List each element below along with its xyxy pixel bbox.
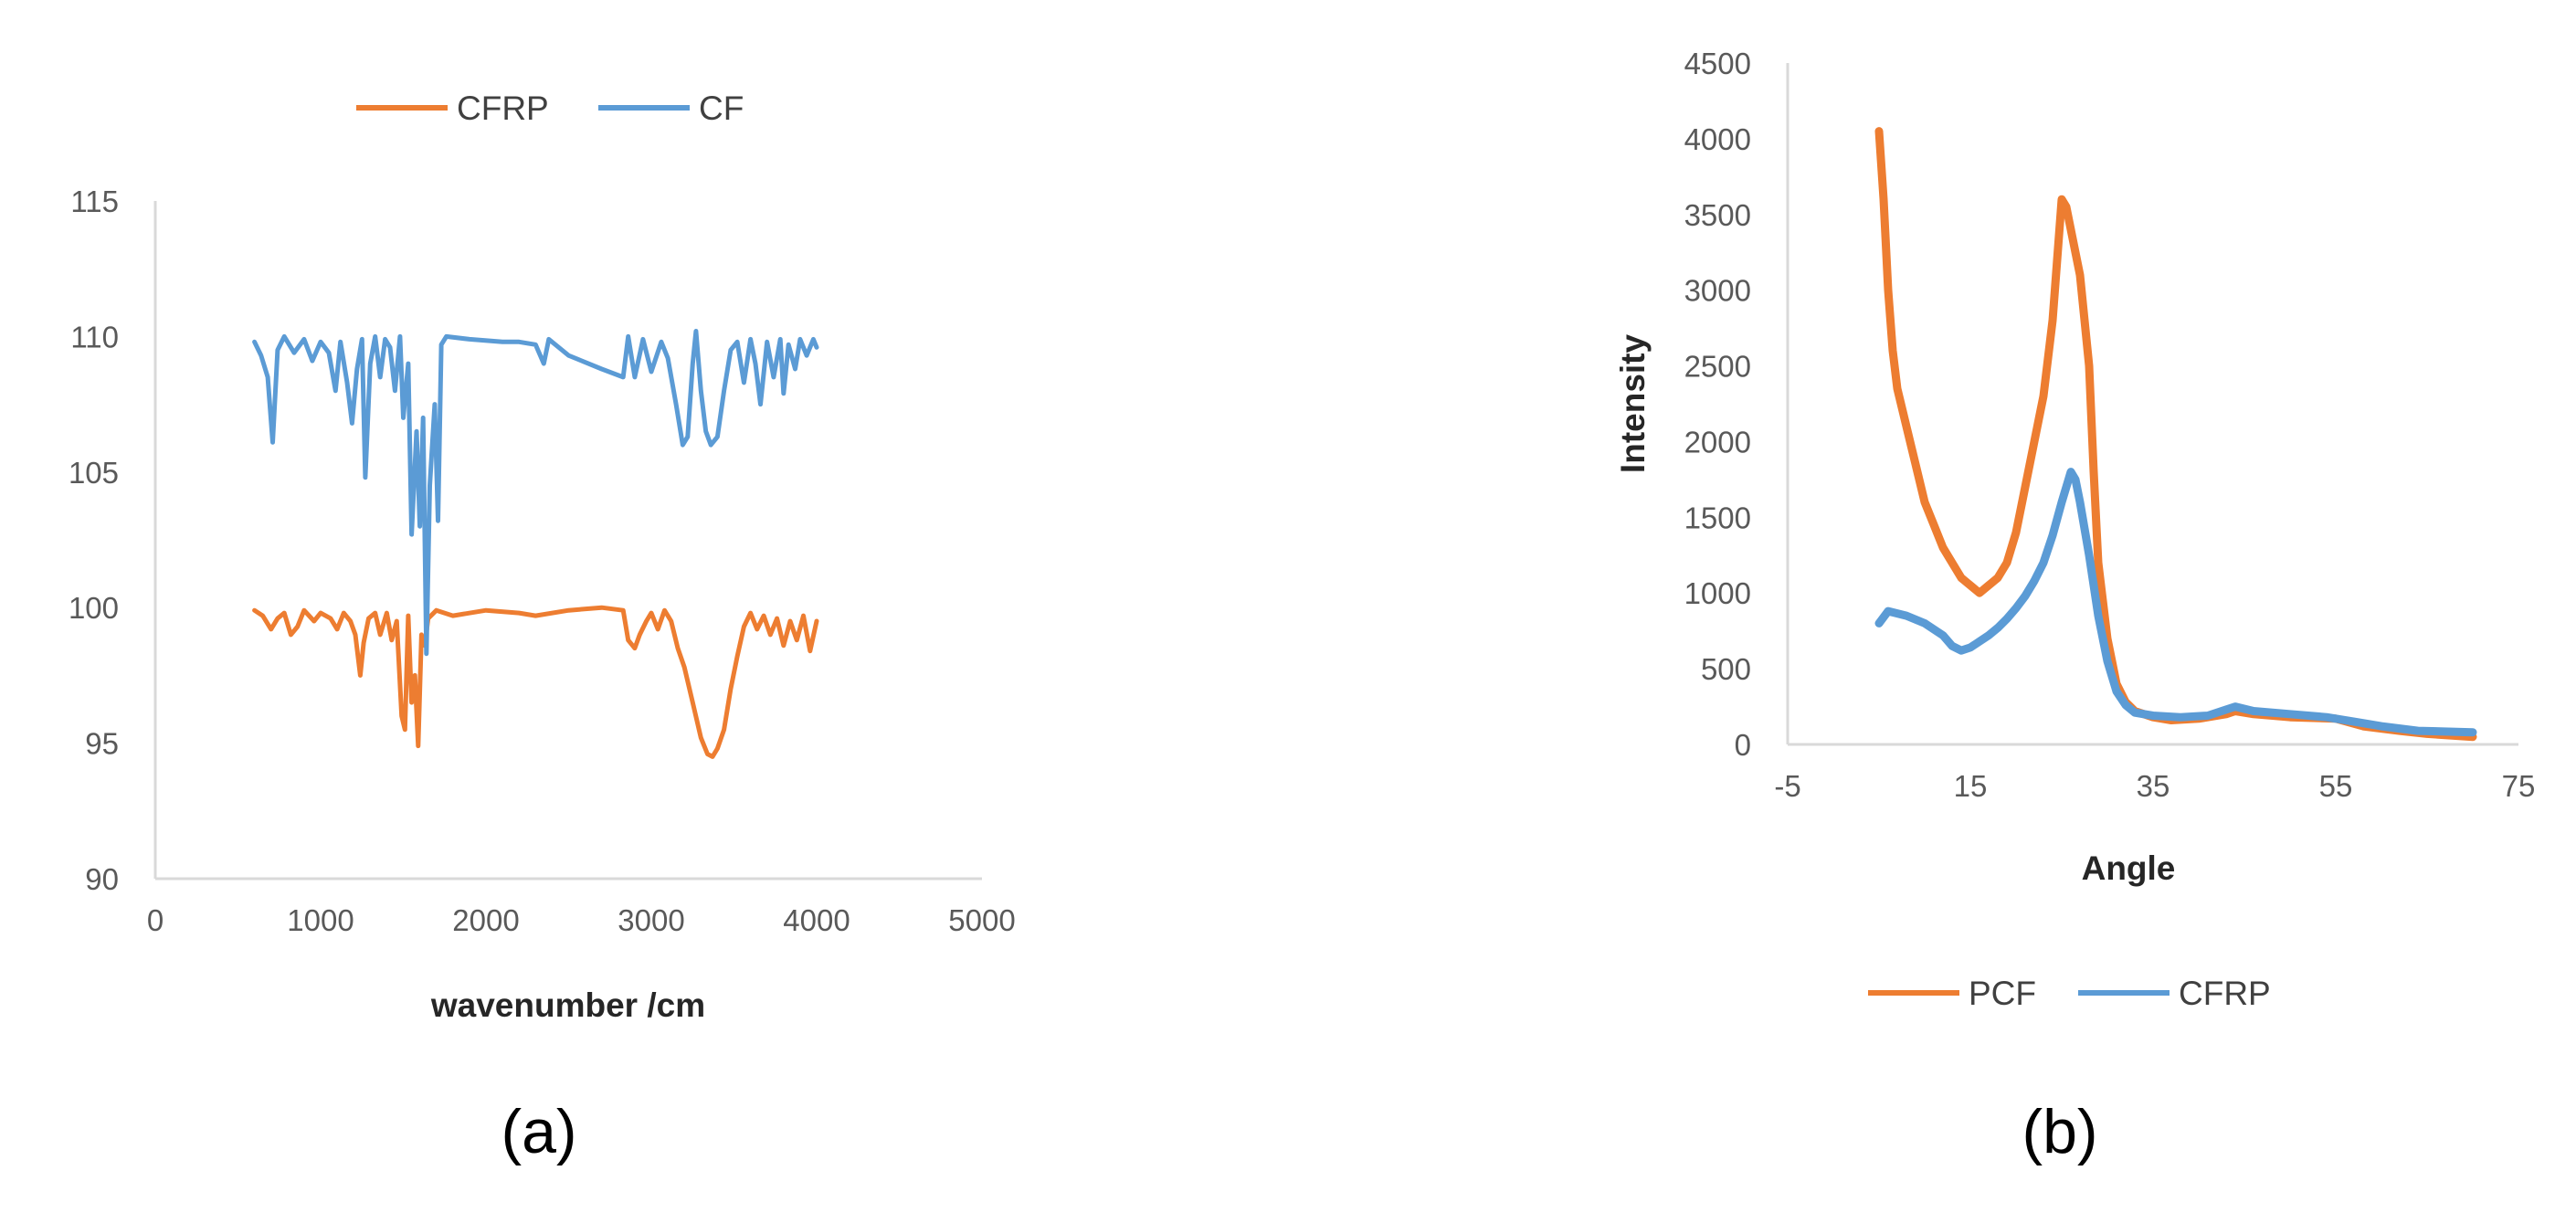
chart-a-y-tick-1: 95 [85, 727, 119, 761]
legend-a-label-1: CF [699, 90, 744, 127]
chart-a-x-tick-5: 5000 [948, 903, 1015, 937]
chart-b-x-tick-3: 55 [2319, 769, 2353, 803]
chart-b-x-axis-title: Angle [2082, 849, 2176, 887]
legend-b-label-1: CFRP [2179, 975, 2271, 1012]
chart-b-y-tick-6: 3000 [1684, 274, 1751, 308]
panel-label-a: (a) [501, 1097, 576, 1166]
chart-b-series-pcf-line [1874, 127, 2477, 742]
chart-b-y-axis-title: Intensity [1614, 334, 1652, 474]
chart-b-y-tick-7: 3500 [1684, 198, 1751, 232]
chart-b-y-ticks: 0 500 1000 1500 2000 2500 3000 3500 4000 4500 [1684, 47, 1751, 762]
chart-b-y-tick-4: 2000 [1684, 425, 1751, 459]
chart-b-y-tick-5: 2500 [1684, 350, 1751, 384]
chart-b-y-tick-3: 1500 [1684, 501, 1751, 534]
chart-a-y-tick-2: 100 [69, 591, 119, 625]
chart-a-x-ticks: 0 1000 2000 3000 4000 5000 [147, 903, 1016, 937]
chart-b-legend: PCF CFRP [1868, 975, 2271, 1012]
chart-b-y-tick-0: 0 [1735, 728, 1751, 762]
chart-b: -5 15 35 55 75 0 500 1000 1500 2000 2500 3000 3500 4… [1614, 47, 2535, 1012]
chart-a-x-tick-4: 4000 [783, 903, 850, 937]
chart-b-series-cfrp-line [1874, 468, 2477, 737]
chart-b-y-tick-8: 4000 [1684, 122, 1751, 156]
chart-a-series-cf-line [252, 329, 819, 657]
chart-b-x-tick-4: 75 [2502, 769, 2536, 803]
panel-label-b: (b) [2022, 1097, 2097, 1166]
chart-b-x-tick-0: -5 [1774, 769, 1800, 803]
chart-a-x-tick-3: 3000 [618, 903, 684, 937]
chart-a-legend: CFRP CF [356, 90, 744, 127]
chart-a-x-tick-1: 1000 [287, 903, 354, 937]
chart-a-y-tick-0: 90 [85, 862, 119, 896]
chart-b-y-tick-2: 1000 [1684, 576, 1751, 610]
chart-a-series [252, 329, 819, 759]
chart-b-y-tick-1: 500 [1701, 652, 1751, 686]
chart-b-x-ticks: -5 15 35 55 75 [1774, 769, 2535, 803]
chart-a-y-ticks: 90 95 100 105 110 115 [69, 185, 119, 896]
chart-a-y-tick-5: 115 [70, 185, 119, 218]
chart-a-x-tick-2: 2000 [452, 903, 519, 937]
chart-a-x-tick-0: 0 [147, 903, 164, 937]
chart-b-y-tick-9: 4500 [1684, 47, 1751, 80]
chart-a-y-tick-3: 105 [69, 456, 119, 490]
chart-b-series [1874, 127, 2477, 742]
chart-a-series-cfrp-line [252, 605, 819, 759]
chart-b-x-tick-1: 15 [1954, 769, 1988, 803]
legend-a-label-0: CFRP [457, 90, 549, 127]
chart-a: CFRP CF 0 1000 2000 3000 4000 5000 90 95 100 105… [69, 90, 1016, 1024]
chart-b-x-tick-2: 35 [2137, 769, 2170, 803]
legend-b-label-0: PCF [1969, 975, 2036, 1012]
chart-a-x-axis-title: wavenumber /cm [430, 986, 705, 1024]
chart-a-y-tick-4: 110 [70, 320, 119, 353]
